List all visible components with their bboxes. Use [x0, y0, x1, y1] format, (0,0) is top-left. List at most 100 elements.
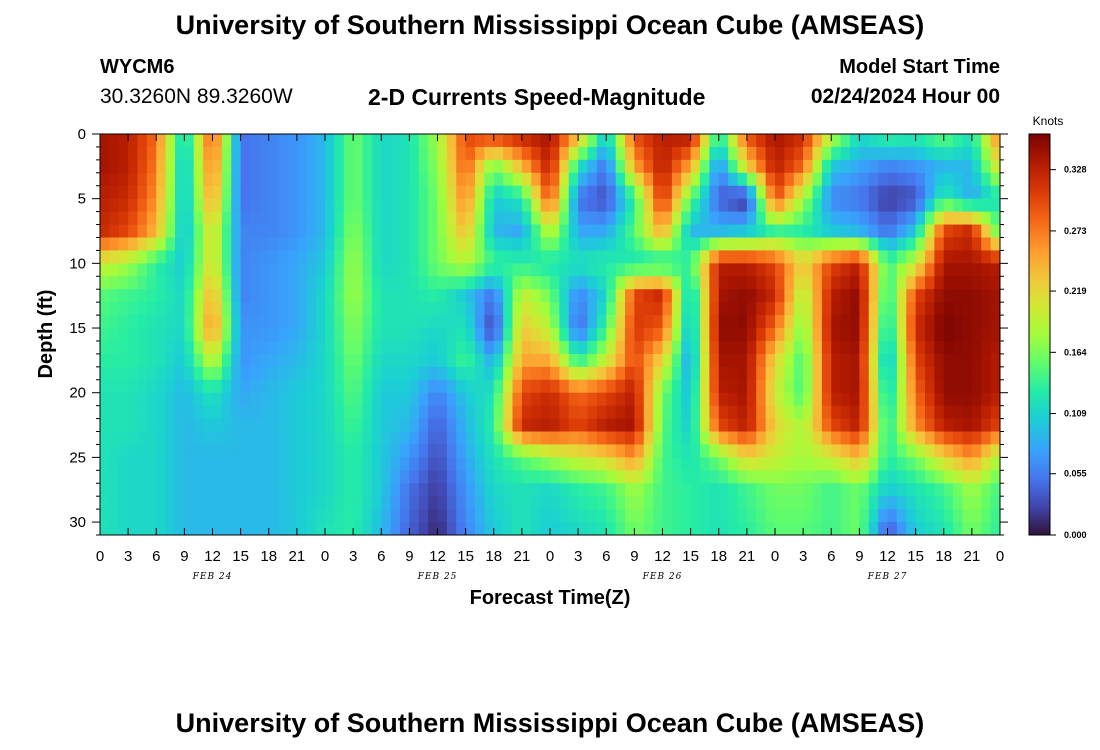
heatmap-cell: [409, 353, 420, 368]
heatmap-cell: [493, 457, 504, 471]
x-tick-label: 18: [935, 548, 952, 565]
heatmap-cell: [784, 509, 795, 523]
heatmap-cell: [728, 418, 739, 433]
heatmap-cell: [540, 185, 551, 200]
heatmap-cell: [878, 483, 889, 497]
heatmap-cell: [981, 496, 992, 510]
heatmap-cell: [709, 276, 720, 290]
heatmap-cell: [962, 315, 973, 329]
heatmap-cell: [175, 405, 185, 420]
heatmap-cell: [587, 134, 598, 148]
heatmap-cell: [268, 289, 279, 303]
heatmap-cell: [531, 250, 542, 264]
heatmap-cell: [118, 276, 129, 290]
heatmap-cell: [109, 444, 120, 458]
heatmap-cell: [100, 496, 110, 510]
heatmap-cell: [156, 263, 167, 277]
heatmap-cell: [137, 302, 148, 316]
heatmap-cell: [428, 263, 439, 277]
heatmap-cell: [606, 159, 617, 174]
heatmap-cell: [118, 353, 129, 368]
heatmap-cell: [925, 250, 935, 264]
heatmap-cell: [268, 509, 279, 523]
heatmap-cell: [503, 237, 514, 252]
heatmap-cell: [718, 328, 729, 342]
heatmap-cell: [296, 315, 307, 329]
heatmap-cell: [100, 431, 110, 446]
heatmap-cell: [184, 224, 195, 239]
heatmap-cell: [493, 470, 504, 484]
x-tick-label: 15: [682, 548, 699, 565]
heatmap-cell: [512, 172, 523, 187]
heatmap-cell: [409, 263, 420, 277]
heatmap-cell: [278, 457, 289, 471]
heatmap-cell: [990, 405, 1000, 420]
heatmap-cell: [859, 392, 870, 407]
heatmap-cell: [981, 418, 992, 433]
heatmap-cell: [268, 457, 279, 471]
heatmap-cell: [343, 315, 354, 329]
heatmap-cell: [671, 431, 682, 446]
heatmap-cell: [606, 392, 617, 407]
heatmap-cell: [221, 159, 232, 174]
heatmap-cell: [428, 509, 439, 523]
heatmap-cell: [128, 211, 139, 226]
heatmap-cell: [156, 211, 167, 226]
heatmap-cell: [400, 276, 410, 290]
heatmap-cell: [343, 483, 354, 497]
heatmap-cell: [231, 315, 242, 329]
heatmap-cell: [512, 328, 523, 342]
heatmap-cell: [287, 185, 298, 200]
heatmap-cell: [962, 159, 973, 174]
heatmap-cell: [231, 418, 242, 433]
heatmap-cell: [615, 237, 626, 252]
heatmap-cell: [137, 146, 148, 161]
heatmap-cell: [315, 146, 326, 161]
heatmap-cell: [109, 457, 120, 471]
heatmap-cell: [587, 496, 598, 510]
heatmap-cell: [615, 185, 626, 200]
heatmap-cell: [878, 263, 889, 277]
heatmap-cell: [765, 353, 776, 368]
heatmap-cell: [156, 289, 167, 303]
heatmap-cell: [681, 470, 692, 484]
heatmap-cell: [578, 263, 589, 277]
heatmap-cell: [681, 263, 692, 277]
heatmap-cell: [503, 470, 514, 484]
heatmap-cell: [915, 340, 926, 355]
heatmap-cell: [709, 146, 720, 161]
heatmap-cell: [971, 289, 982, 303]
heatmap-cell: [737, 198, 748, 213]
heatmap-cell: [803, 328, 814, 342]
heatmap-cell: [859, 263, 870, 277]
heatmap-cell: [793, 211, 804, 226]
heatmap-cell: [240, 237, 251, 252]
heatmap-cell: [343, 237, 354, 252]
heatmap-cell: [831, 237, 842, 252]
heatmap-cell: [493, 366, 504, 381]
heatmap-cell: [878, 392, 889, 407]
heatmap-cell: [250, 315, 260, 329]
heatmap-cell: [840, 496, 851, 510]
heatmap-cell: [896, 237, 907, 252]
heatmap-cell: [371, 263, 382, 277]
heatmap-cell: [315, 366, 326, 381]
heatmap-cell: [165, 146, 176, 161]
heatmap-cell: [250, 444, 260, 458]
heatmap-cell: [371, 276, 382, 290]
heatmap-cell: [550, 172, 560, 187]
heatmap-cell: [465, 418, 476, 433]
heatmap-cell: [803, 250, 814, 264]
heatmap-cell: [596, 159, 607, 174]
heatmap-cell: [690, 211, 701, 226]
heatmap-cell: [137, 405, 148, 420]
heatmap-cell: [531, 315, 542, 329]
heatmap-cell: [718, 444, 729, 458]
heatmap-cell: [709, 470, 720, 484]
heatmap-cell: [718, 392, 729, 407]
heatmap-cell: [878, 431, 889, 446]
heatmap-cell: [278, 211, 289, 226]
heatmap-cell: [465, 237, 476, 252]
heatmap-cell: [484, 315, 495, 329]
heatmap-cell: [821, 470, 832, 484]
